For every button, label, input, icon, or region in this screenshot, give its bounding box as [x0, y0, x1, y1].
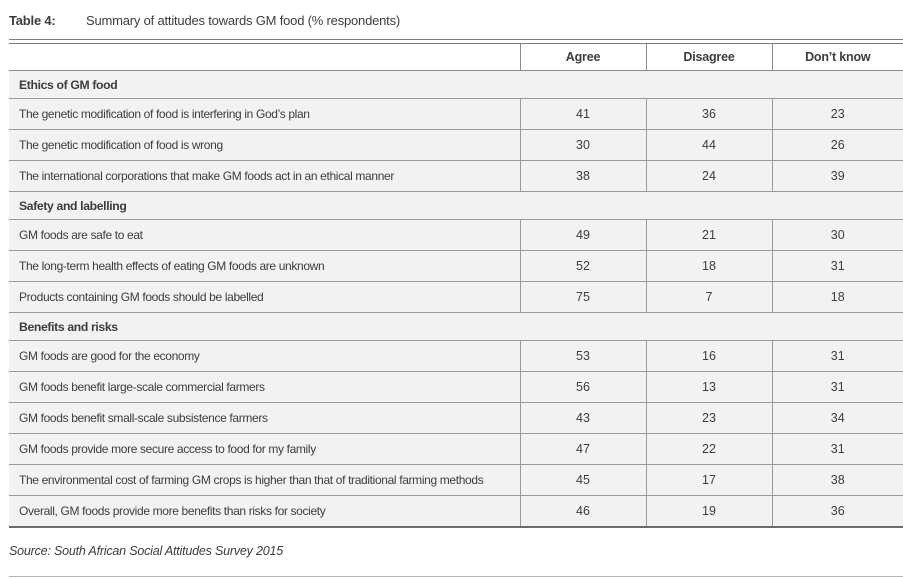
column-header-disagree: Disagree: [645, 44, 772, 71]
table-row: GM foods provide more secure access to f…: [9, 433, 903, 465]
value-cell: 24: [645, 160, 772, 192]
source-note: Source: South African Social Attitudes S…: [9, 544, 283, 558]
statement-cell: The genetic modification of food is wron…: [9, 129, 520, 161]
value-cell: 19: [645, 495, 772, 528]
section-header-label: Benefits and risks: [9, 312, 903, 341]
table-caption: Table 4: Summary of attitudes towards GM …: [9, 0, 903, 29]
section-header-label: Safety and labelling: [9, 191, 903, 220]
value-cell: 44: [645, 129, 772, 161]
gm-attitudes-table: Agree Disagree Don’t know Ethics of GM f…: [9, 44, 903, 528]
value-cell: 41: [519, 98, 646, 130]
value-cell: 23: [645, 402, 772, 434]
section-header-label: Ethics of GM food: [9, 70, 903, 99]
section-header-row: Benefits and risks: [9, 312, 903, 341]
table-caption-label: Table 4:: [9, 13, 56, 28]
value-cell: 31: [771, 433, 903, 465]
value-cell: 17: [645, 464, 772, 496]
statement-cell: The genetic modification of food is inte…: [9, 98, 520, 130]
value-cell: 16: [645, 340, 772, 372]
statement-cell: Products containing GM foods should be l…: [9, 281, 520, 313]
statement-cell: Overall, GM foods provide more benefits …: [9, 495, 520, 528]
value-cell: 36: [645, 98, 772, 130]
statement-cell: The long-term health effects of eating G…: [9, 250, 520, 282]
value-cell: 49: [519, 219, 646, 251]
value-cell: 56: [519, 371, 646, 403]
value-cell: 26: [771, 129, 903, 161]
table-row: Products containing GM foods should be l…: [9, 281, 903, 313]
column-header-statement: [9, 44, 520, 71]
value-cell: 38: [519, 160, 646, 192]
table-row: The long-term health effects of eating G…: [9, 250, 903, 282]
statement-cell: GM foods are safe to eat: [9, 219, 520, 251]
value-cell: 18: [645, 250, 772, 282]
column-header-dont-know: Don’t know: [771, 44, 903, 71]
value-cell: 18: [771, 281, 903, 313]
value-cell: 22: [645, 433, 772, 465]
statement-cell: GM foods are good for the economy: [9, 340, 520, 372]
value-cell: 7: [645, 281, 772, 313]
statement-cell: GM foods benefit large-scale commercial …: [9, 371, 520, 403]
value-cell: 30: [519, 129, 646, 161]
column-header-agree: Agree: [519, 44, 646, 71]
table-row: Overall, GM foods provide more benefits …: [9, 495, 903, 528]
table-row: GM foods benefit large-scale commercial …: [9, 371, 903, 403]
table-row: The genetic modification of food is wron…: [9, 129, 903, 161]
statement-cell: The international corporations that make…: [9, 160, 520, 192]
table-row: The genetic modification of food is inte…: [9, 98, 903, 130]
statement-cell: The environmental cost of farming GM cro…: [9, 464, 520, 496]
table-caption-text: Summary of attitudes towards GM food (% …: [86, 13, 401, 28]
value-cell: 23: [771, 98, 903, 130]
value-cell: 47: [519, 433, 646, 465]
value-cell: 31: [771, 340, 903, 372]
value-cell: 45: [519, 464, 646, 496]
value-cell: 46: [519, 495, 646, 528]
value-cell: 38: [771, 464, 903, 496]
table-row: GM foods are safe to eat 49 21 30: [9, 219, 903, 251]
value-cell: 52: [519, 250, 646, 282]
value-cell: 34: [771, 402, 903, 434]
value-cell: 75: [519, 281, 646, 313]
table-row: GM foods are good for the economy 53 16 31: [9, 340, 903, 372]
value-cell: 31: [771, 371, 903, 403]
value-cell: 43: [519, 402, 646, 434]
table-row: The environmental cost of farming GM cro…: [9, 464, 903, 496]
table-header-row: Agree Disagree Don’t know: [9, 44, 903, 71]
value-cell: 31: [771, 250, 903, 282]
value-cell: 36: [771, 495, 903, 528]
table-row: The international corporations that make…: [9, 160, 903, 192]
table-row: GM foods benefit small-scale subsistence…: [9, 402, 903, 434]
section-header-row: Safety and labelling: [9, 191, 903, 220]
value-cell: 30: [771, 219, 903, 251]
value-cell: 53: [519, 340, 646, 372]
value-cell: 13: [645, 371, 772, 403]
section-header-row: Ethics of GM food: [9, 70, 903, 99]
bottom-rule: [9, 576, 903, 577]
value-cell: 21: [645, 219, 772, 251]
statement-cell: GM foods benefit small-scale subsistence…: [9, 402, 520, 434]
value-cell: 39: [771, 160, 903, 192]
statement-cell: GM foods provide more secure access to f…: [9, 433, 520, 465]
double-rule: [9, 39, 903, 44]
